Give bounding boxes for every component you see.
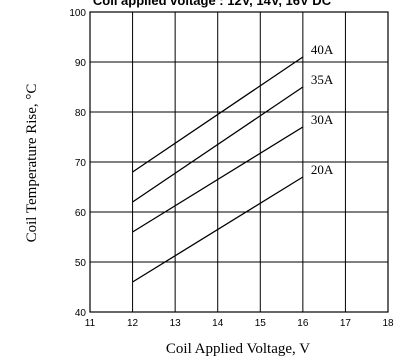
x-tick-label-11: 11	[85, 318, 96, 329]
x-tick-label-15: 15	[255, 318, 267, 329]
y-tick-label-100: 100	[69, 8, 86, 19]
y-tick-label-50: 50	[75, 258, 87, 269]
x-tick-label-18: 18	[382, 318, 394, 329]
series-label-20a: 20A	[311, 162, 334, 177]
tick-labels: 11 12 13 14 15 16 17 18 40 50 60 70 80 90 100	[69, 8, 394, 329]
x-tick-label-16: 16	[297, 318, 309, 329]
series-lines: 40A 35A 30A 20A	[132, 42, 334, 283]
chart-title: Coil applied voltage : 12V, 14V, 16V DC	[93, 0, 332, 8]
x-tick-label-17: 17	[340, 318, 352, 329]
y-tick-label-90: 90	[75, 58, 87, 69]
series-line-20a	[132, 176, 304, 283]
y-tick-label-60: 60	[75, 208, 87, 219]
series-label-35a: 35A	[311, 72, 334, 87]
plot-frame	[89, 11, 389, 313]
x-tick-label-12: 12	[127, 318, 139, 329]
x-axis-label: Coil Applied Voltage, V	[166, 341, 310, 357]
y-tick-label-80: 80	[75, 108, 87, 119]
y-tick-label-70: 70	[75, 158, 87, 169]
grid	[89, 11, 389, 313]
x-tick-label-14: 14	[212, 318, 224, 329]
y-tick-label-40: 40	[75, 308, 87, 319]
series-line-30a	[132, 126, 304, 233]
series-line-35a	[132, 86, 304, 203]
series-label-30a: 30A	[311, 112, 334, 127]
series-line-40a	[132, 56, 304, 173]
y-axis-label: Coil Temperature Rise, °C	[24, 84, 40, 243]
x-tick-label-13: 13	[170, 318, 182, 329]
series-label-40a: 40A	[311, 42, 334, 57]
